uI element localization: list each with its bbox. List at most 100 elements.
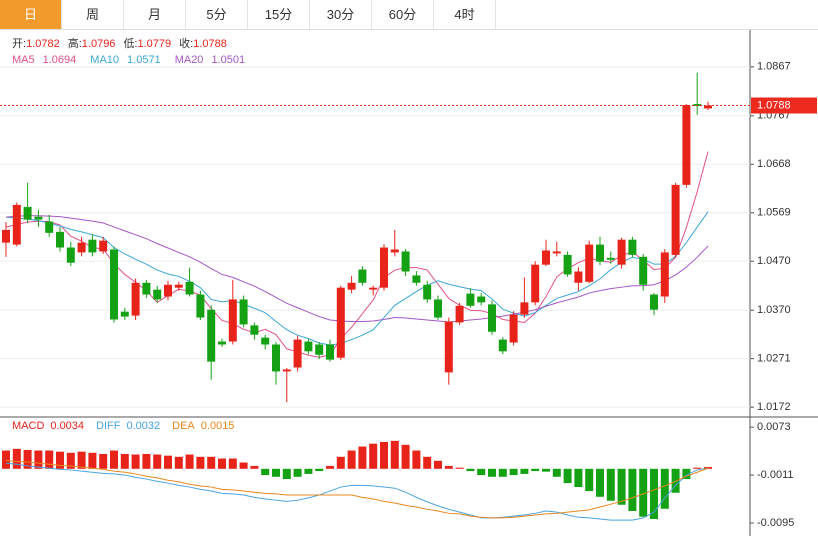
candle-body (34, 216, 43, 220)
macd-bar (347, 450, 356, 469)
period-tab[interactable]: 日 (0, 0, 62, 29)
macd-bar (218, 458, 226, 469)
y-tick-label: 1.0172 (757, 401, 791, 413)
period-tab[interactable]: 15分 (248, 0, 310, 29)
period-tab[interactable]: 月 (124, 0, 186, 29)
macd-bar (282, 468, 291, 480)
period-tab[interactable]: 4时 (434, 0, 496, 29)
candle-body (596, 244, 604, 262)
y-tick-label: 1.0470 (757, 255, 791, 267)
legend-value: 0.0032 (127, 420, 161, 432)
macd-line (5, 462, 709, 521)
macd-bar (498, 468, 507, 477)
candle-body (142, 282, 151, 295)
macd-bar (250, 465, 259, 469)
candle-body (671, 184, 680, 255)
macd-bar (358, 446, 367, 469)
candle-body (293, 339, 302, 368)
candle-body (628, 239, 637, 255)
macd-bar (606, 468, 615, 501)
candle-body (250, 325, 259, 335)
candle-body (315, 344, 324, 355)
period-tab[interactable]: 周 (62, 0, 124, 29)
period-tab[interactable]: 30分 (310, 0, 372, 29)
ohlc-value: 1.0796 (82, 38, 116, 50)
macd-bar (207, 456, 216, 469)
candle-body (131, 282, 140, 316)
macd-bar (185, 454, 194, 469)
macd-bar (660, 468, 669, 509)
macd-bar (174, 456, 183, 469)
candle-body (2, 229, 10, 243)
macd-bar (261, 468, 270, 476)
candle-body (639, 256, 648, 285)
ohlc-label: 收: (179, 36, 193, 50)
candle-body (660, 252, 669, 297)
candle-body (110, 249, 118, 320)
candle-body (261, 337, 270, 345)
ohlc-label: 低: (123, 37, 137, 50)
macd-bar (617, 468, 626, 505)
macd-bar (412, 450, 421, 469)
macd-line (5, 459, 709, 519)
ohlc-label: 高: (68, 36, 82, 50)
candle-body (401, 251, 410, 272)
candle-body (477, 296, 486, 303)
macd-bar (99, 453, 108, 469)
candle-body (509, 314, 518, 343)
macd-bar (304, 468, 313, 474)
candle-body (520, 302, 529, 315)
candle-body (326, 344, 334, 360)
macd-bar (2, 450, 10, 469)
legend-name: MA5 (12, 54, 35, 66)
y-tick-label: 0.0073 (757, 421, 791, 433)
candle-body (682, 105, 691, 185)
macd-bar (531, 468, 540, 472)
period-tab[interactable]: 5分 (186, 0, 248, 29)
candle-body (174, 284, 183, 288)
macd-bar (671, 468, 680, 493)
legend-name: DIFF (96, 420, 121, 432)
candle-body (77, 242, 86, 253)
candle-body (12, 204, 21, 245)
macd-bar (12, 448, 21, 469)
macd-bar (77, 451, 86, 469)
macd-bar (704, 467, 712, 469)
macd-bar (23, 449, 32, 469)
last-price-label: 1.0788 (757, 99, 791, 111)
macd-bar (628, 468, 637, 512)
macd-bar (142, 453, 151, 469)
macd-bar (164, 455, 172, 469)
candle-body (531, 264, 540, 303)
candle-body (444, 321, 453, 373)
ohlc-value: 1.0788 (193, 38, 227, 50)
macd-bar (56, 451, 64, 469)
candle-body (380, 247, 388, 288)
macd-bar (131, 454, 140, 469)
candle-body (466, 293, 475, 306)
macd-bar (380, 441, 388, 469)
macd-bar (693, 467, 702, 469)
candle-body (228, 299, 237, 342)
macd-bar (639, 468, 648, 517)
period-tab[interactable]: 60分 (372, 0, 434, 29)
candle-body (498, 339, 507, 352)
macd-bar (444, 465, 453, 469)
period-tabs: 日周月 5分 15分 30分 60分 4时 (0, 0, 818, 30)
ohlc-value: 1.0782 (26, 38, 60, 50)
macd-bar (466, 468, 475, 472)
candle-body (99, 240, 108, 252)
macd-bar (239, 462, 248, 469)
candle-body (347, 282, 356, 290)
macd-bar (293, 468, 302, 477)
macd-bar (477, 468, 486, 476)
y-tick-label: 1.0370 (757, 304, 791, 316)
candle-body (390, 249, 399, 253)
macd-bar (520, 468, 529, 474)
candle-body (617, 239, 626, 265)
macd-bar (401, 444, 410, 469)
candle-body (552, 251, 561, 254)
candle-body (239, 299, 248, 325)
macd-bar (509, 468, 518, 476)
